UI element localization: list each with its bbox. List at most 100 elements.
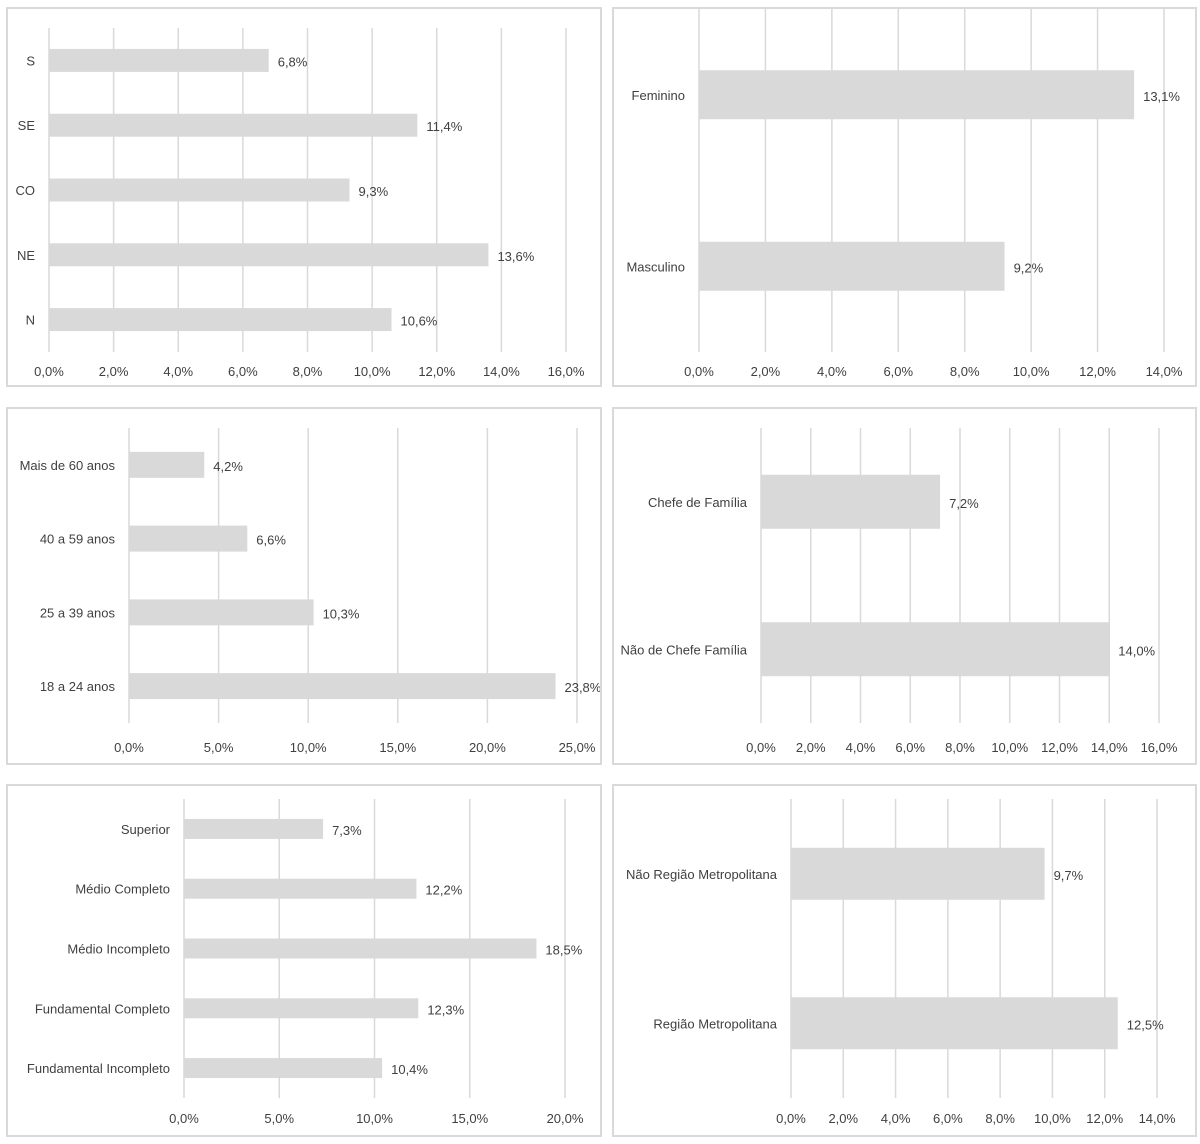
- x-tick-label: 15,0%: [379, 740, 416, 755]
- bar: [184, 878, 417, 899]
- chart-panel-age: 0,0% 5,0% 10,0% 15,0% 20,0% 25,0% Mais de 60 a…: [6, 407, 602, 765]
- data-label: 7,2%: [949, 496, 979, 511]
- data-label: 9,3%: [359, 184, 389, 199]
- x-tick-label: 8,0%: [950, 364, 980, 379]
- x-tick-label: 10,0%: [356, 1111, 393, 1126]
- x-tick-label: 5,0%: [264, 1111, 294, 1126]
- bar: [184, 998, 419, 1019]
- data-label: 18,5%: [545, 943, 582, 958]
- chart-region-svg: 0,0% 2,0% 4,0% 6,0% 8,0% 10,0% 12,0% 14,0% 16,0%…: [16, 28, 585, 379]
- x-tick-label: 0,0%: [776, 1111, 806, 1126]
- bar: [699, 241, 1005, 291]
- category-label: NE: [17, 248, 35, 263]
- x-tick-label: 8,0%: [293, 364, 323, 379]
- data-label: 14,0%: [1118, 643, 1155, 658]
- x-tick-label: 2,0%: [751, 364, 781, 379]
- x-tick-label: 0,0%: [114, 740, 144, 755]
- data-label: 10,4%: [391, 1062, 428, 1077]
- x-tick-label: 8,0%: [945, 740, 975, 755]
- chart-metro-svg: 0,0% 2,0% 4,0% 6,0% 8,0% 10,0% 12,0% 14,0% Não R…: [626, 799, 1176, 1126]
- x-tick-label: 2,0%: [796, 740, 826, 755]
- bar: [184, 938, 537, 959]
- x-tick-label: 4,0%: [881, 1111, 911, 1126]
- bar: [761, 474, 941, 529]
- x-tick-label: 16,0%: [1141, 740, 1178, 755]
- category-label: Masculino: [626, 259, 685, 274]
- x-tick-label: 0,0%: [684, 364, 714, 379]
- x-tick-label: 6,0%: [933, 1111, 963, 1126]
- x-tick-label: 10,0%: [1013, 364, 1050, 379]
- chart-panel-household-head: 0,0% 2,0% 4,0% 6,0% 8,0% 10,0% 12,0% 14,0% 16,0%…: [612, 407, 1197, 765]
- data-label: 4,2%: [213, 459, 243, 474]
- category-label: Não de Chefe Família: [621, 642, 748, 657]
- x-tick-label: 12,0%: [418, 364, 455, 379]
- x-tick-label: 6,0%: [895, 740, 925, 755]
- data-label: 12,2%: [425, 883, 462, 898]
- bar: [129, 451, 205, 478]
- x-tick-label: 6,0%: [228, 364, 258, 379]
- data-label: 23,8%: [564, 680, 600, 695]
- bar: [761, 622, 1110, 677]
- bar: [49, 308, 392, 332]
- chart-household-head-svg: 0,0% 2,0% 4,0% 6,0% 8,0% 10,0% 12,0% 14,0% 16,0%…: [621, 428, 1178, 755]
- x-tick-label: 10,0%: [354, 364, 391, 379]
- x-tick-label: 14,0%: [1139, 1111, 1176, 1126]
- data-label: 10,6%: [401, 314, 438, 329]
- data-label: 13,6%: [497, 249, 534, 264]
- x-tick-label: 8,0%: [985, 1111, 1015, 1126]
- category-label: S: [26, 53, 35, 68]
- x-tick-label: 12,0%: [1086, 1111, 1123, 1126]
- category-label: Fundamental Incompleto: [27, 1061, 170, 1076]
- x-tick-label: 6,0%: [883, 364, 913, 379]
- x-tick-label: 2,0%: [99, 364, 129, 379]
- category-label: 25 a 39 anos: [40, 605, 116, 620]
- x-tick-label: 25,0%: [559, 740, 596, 755]
- x-tick-label: 15,0%: [451, 1111, 488, 1126]
- bar: [184, 818, 324, 839]
- bar: [184, 1058, 383, 1079]
- x-tick-label: 0,0%: [34, 364, 64, 379]
- chart-gender-svg: 0,0% 2,0% 4,0% 6,0% 8,0% 10,0% 12,0% 14,0% Femin…: [626, 9, 1183, 379]
- x-tick-label: 0,0%: [169, 1111, 199, 1126]
- category-label: Superior: [121, 822, 171, 837]
- data-label: 9,2%: [1014, 260, 1044, 275]
- chart-panel-gender: 0,0% 2,0% 4,0% 6,0% 8,0% 10,0% 12,0% 14,0% Femin…: [612, 7, 1197, 387]
- x-tick-label: 10,0%: [1034, 1111, 1071, 1126]
- data-label: 10,3%: [323, 606, 360, 621]
- x-tick-label: 12,0%: [1079, 364, 1116, 379]
- category-label: Médio Incompleto: [67, 942, 170, 957]
- data-label: 13,1%: [1143, 89, 1180, 104]
- x-tick-label: 10,0%: [290, 740, 327, 755]
- x-tick-label: 4,0%: [163, 364, 193, 379]
- bar: [791, 847, 1045, 900]
- x-tick-label: 14,0%: [1091, 740, 1128, 755]
- x-tick-label: 5,0%: [204, 740, 234, 755]
- category-label: Não Região Metropolitana: [626, 867, 778, 882]
- category-label: 18 a 24 anos: [40, 679, 116, 694]
- x-tick-label: 10,0%: [991, 740, 1028, 755]
- data-label: 12,3%: [427, 1002, 464, 1017]
- bar: [791, 997, 1118, 1050]
- x-tick-label: 20,0%: [547, 1111, 584, 1126]
- category-label: Médio Completo: [75, 882, 170, 897]
- x-tick-label: 14,0%: [483, 364, 520, 379]
- chart-panel-metro: 0,0% 2,0% 4,0% 6,0% 8,0% 10,0% 12,0% 14,0% Não R…: [612, 784, 1197, 1137]
- bar: [49, 48, 269, 72]
- chart-education-svg: 0,0% 5,0% 10,0% 15,0% 20,0% Superior 7,3% Médio…: [27, 799, 584, 1126]
- category-label: Mais de 60 anos: [20, 458, 116, 473]
- chart-age-svg: 0,0% 5,0% 10,0% 15,0% 20,0% 25,0% Mais de 60 a…: [20, 428, 600, 755]
- category-label: SE: [18, 118, 36, 133]
- data-label: 7,3%: [332, 823, 362, 838]
- x-tick-label: 0,0%: [746, 740, 776, 755]
- x-tick-label: 12,0%: [1041, 740, 1078, 755]
- bar: [129, 525, 248, 552]
- chart-panel-education: 0,0% 5,0% 10,0% 15,0% 20,0% Superior 7,3% Médio…: [6, 784, 602, 1137]
- category-label: CO: [16, 183, 36, 198]
- bar: [129, 673, 556, 700]
- x-tick-label: 2,0%: [828, 1111, 858, 1126]
- chart-panel-region: 0,0% 2,0% 4,0% 6,0% 8,0% 10,0% 12,0% 14,0% 16,0%…: [6, 7, 602, 387]
- x-tick-label: 20,0%: [469, 740, 506, 755]
- bar: [699, 70, 1135, 120]
- x-tick-label: 14,0%: [1146, 364, 1183, 379]
- category-label: Região Metropolitana: [653, 1016, 777, 1031]
